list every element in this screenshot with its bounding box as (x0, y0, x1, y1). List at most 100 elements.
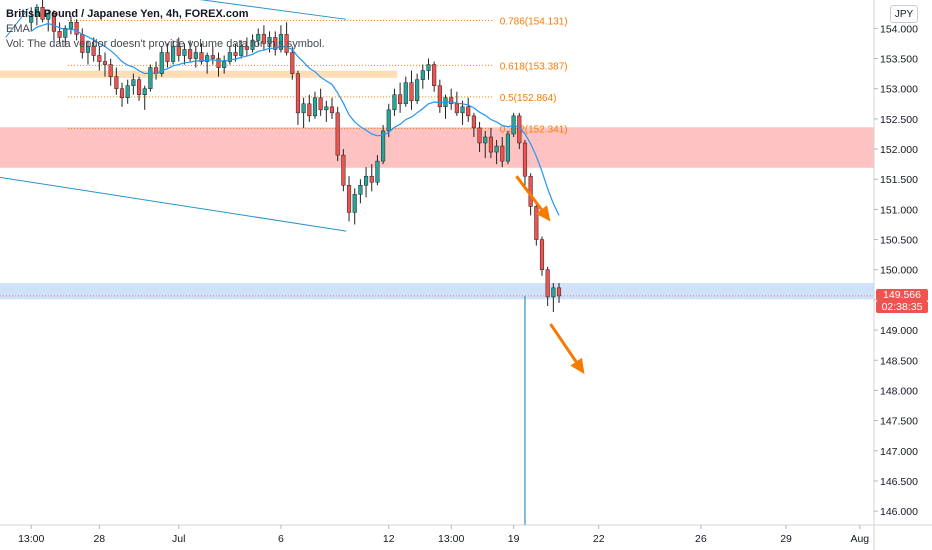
fib-label-0: 0.786(154.131) (500, 16, 568, 27)
y-tick-label: 146.000 (880, 506, 918, 518)
candle-body (131, 79, 136, 86)
candle-body (125, 85, 130, 99)
x-tick-label: 6 (278, 533, 284, 545)
arrow-head-1 (570, 357, 585, 375)
candle-body (415, 79, 420, 102)
candle-body (352, 194, 357, 213)
candle-body (534, 206, 539, 240)
candle-body (505, 133, 511, 162)
y-tick-label: 152.500 (880, 114, 918, 126)
candle-body (551, 287, 556, 298)
zone-resistance-orange (0, 70, 398, 78)
candle-body (488, 136, 493, 153)
candle-body (51, 13, 56, 32)
x-tick-label: Jul (172, 533, 185, 545)
candle-body (40, 6, 45, 20)
candle-body (68, 22, 74, 29)
x-tick-label: 12 (383, 533, 395, 545)
candle-body (108, 64, 113, 77)
candle-body (545, 269, 550, 298)
fib-label-2: 0.5(152.864) (500, 93, 557, 104)
candle-body (420, 70, 425, 80)
trendline-1 (0, 176, 347, 232)
y-tick-label: 147.000 (880, 446, 918, 458)
y-tick-label: 150.000 (880, 265, 918, 277)
y-tick-label: 153.000 (880, 84, 918, 96)
candle-body (159, 52, 164, 74)
fib-label-1: 0.618(153.387) (500, 61, 568, 72)
y-tick-label: 146.500 (880, 476, 918, 488)
candle-body (97, 55, 102, 62)
zone-support-blue (0, 283, 874, 300)
arrow-head-0 (535, 205, 551, 222)
candle-body (483, 136, 488, 144)
candle-body (119, 88, 125, 99)
candle-body (471, 115, 476, 129)
x-tick-label: 13:00 (18, 533, 44, 545)
candle-body (239, 46, 244, 56)
arrow-shaft-0 (515, 175, 543, 211)
candle-body (57, 31, 62, 38)
currency-button[interactable]: JPY (890, 5, 918, 23)
candle-body (335, 112, 340, 156)
candle-body (346, 185, 352, 213)
trendline-0 (199, 0, 347, 20)
candle-body (454, 103, 459, 114)
ema-line (30, 22, 560, 216)
candle-body (381, 130, 386, 162)
candle-body (85, 46, 91, 53)
y-tick-label: 150.500 (880, 235, 918, 247)
candle-body (216, 58, 221, 68)
last-price-label: 149.566 02:38:35 (876, 288, 928, 313)
y-tick-label: 151.000 (880, 204, 918, 216)
candle-body (142, 88, 147, 95)
candle-body (114, 76, 119, 89)
candle-body (102, 61, 108, 65)
candle-body (193, 52, 198, 59)
fib-label-3: 0.382(152.341) (500, 124, 568, 135)
candle-body (500, 145, 505, 162)
candle-body (375, 160, 380, 183)
arrow-shaft-1 (549, 323, 578, 363)
y-tick-label: 147.500 (880, 416, 918, 428)
candle-body (171, 46, 176, 62)
candle-body (290, 52, 295, 74)
candle-body (267, 37, 272, 44)
candle-body (165, 52, 170, 62)
candle-body (233, 52, 238, 56)
trendline-2 (5, 8, 29, 38)
candle-body (392, 94, 397, 111)
candle-body (341, 154, 346, 186)
candle-body (176, 46, 181, 56)
candle-body (329, 106, 335, 114)
candle-body (222, 61, 227, 68)
candle-body (284, 34, 289, 53)
y-tick-label: 148.000 (880, 385, 918, 397)
candle-body (74, 22, 79, 35)
candle-body (295, 73, 301, 114)
candle-body (312, 97, 318, 117)
candle-body (91, 46, 96, 56)
candle-body (539, 239, 545, 270)
candle-body (148, 67, 153, 89)
candle-body (494, 145, 499, 153)
candle-body (199, 52, 204, 62)
candle-body (522, 142, 528, 177)
candle-body (188, 49, 193, 59)
candle-body (358, 185, 363, 195)
candle-body (307, 103, 312, 117)
candle-body (409, 82, 414, 102)
candle-body (556, 287, 562, 297)
candle-body (227, 52, 232, 62)
candle-body (182, 49, 187, 56)
candle-body (477, 127, 482, 144)
x-tick-label: Aug (850, 533, 869, 545)
zone-resistance-red (0, 127, 874, 168)
candle-body (386, 109, 391, 132)
x-tick-label: 26 (695, 533, 707, 545)
x-tick-label: 19 (508, 533, 520, 545)
y-tick-label: 149.000 (880, 325, 918, 337)
candle-body (136, 79, 142, 95)
